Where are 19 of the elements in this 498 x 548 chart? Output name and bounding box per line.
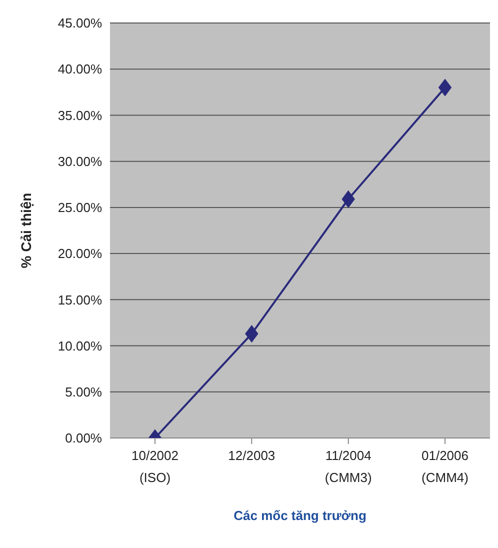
y-tick-label: 25.00% — [58, 200, 102, 216]
y-tick-label: 20.00% — [58, 246, 102, 262]
x-tick-label: 10/2002 (ISO) — [132, 448, 178, 485]
y-tick-label: 15.00% — [58, 292, 102, 308]
y-tick-label: 0.00% — [65, 430, 102, 446]
y-tick-label: 30.00% — [58, 154, 102, 169]
y-axis-title: % Cải thiện — [18, 192, 34, 268]
point — [438, 79, 452, 96]
x-axis-title: Các mốc tăng trưởng — [234, 508, 366, 523]
y-tick-label: 40.00% — [58, 62, 102, 77]
point — [245, 325, 258, 342]
x-tick-label: 11/2004 (CMM3) — [324, 448, 372, 485]
point — [342, 190, 355, 208]
y-tick-label: 5.00% — [65, 384, 102, 400]
y-tick-label: 45.00% — [58, 16, 102, 31]
x-tick-label: 12/2003 — [228, 448, 276, 463]
x-tick-label: 01/2006 (CMM4) — [422, 448, 468, 485]
y-tick-label: 35.00% — [58, 108, 102, 123]
y-tick-label: 10.00% — [58, 338, 102, 354]
